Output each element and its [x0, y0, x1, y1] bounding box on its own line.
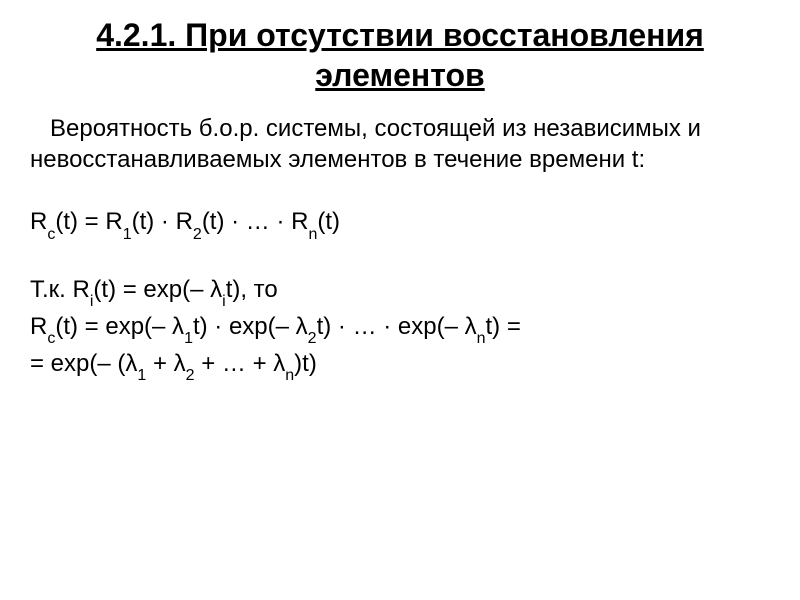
f2s1: i	[90, 293, 94, 310]
f3p4: t) · … · exp(– λ	[317, 313, 477, 340]
f1s4: n	[308, 226, 317, 243]
f2p1: Т.к. R	[30, 276, 90, 303]
f4s3: n	[285, 367, 294, 384]
f1p3: (t) · R	[132, 208, 193, 235]
f1s2: 1	[123, 226, 132, 243]
formula-4: = exp(– (λ1 + λ2 + … + λn)t)	[30, 347, 770, 384]
section-title: 4.2.1. При отсутствии восстановления эле…	[30, 15, 770, 95]
f4p4: )t)	[294, 350, 317, 377]
f4s2: 2	[186, 367, 195, 384]
f3p3: t) · exp(– λ	[193, 313, 308, 340]
f1p5: (t)	[317, 208, 340, 235]
f3s3: 2	[308, 330, 317, 347]
f4p1: = exp(– (λ	[30, 350, 137, 377]
f2s2: i	[222, 293, 226, 310]
f2p2: (t) = exp(– λ	[93, 276, 222, 303]
f3s1: c	[47, 330, 55, 347]
f1p2: (t) = R	[55, 208, 122, 235]
f3p5: t) =	[486, 313, 521, 340]
f3p1: R	[30, 313, 47, 340]
formula-3: Rc(t) = exp(– λ1t) · exp(– λ2t) · … · ex…	[30, 310, 770, 347]
f2p3: t), то	[226, 276, 278, 303]
f4p3: + … + λ	[195, 350, 286, 377]
f1p1: R	[30, 208, 47, 235]
f1p4: (t) · … · R	[202, 208, 309, 235]
formula-1: Rc(t) = R1(t) · R2(t) · … · Rn(t)	[30, 205, 770, 242]
f3s4: n	[477, 330, 486, 347]
intro-paragraph: Вероятность б.о.р. системы, состоящей из…	[30, 113, 770, 175]
f3s2: 1	[184, 330, 193, 347]
f4p2: + λ	[146, 350, 185, 377]
f4s1: 1	[137, 367, 146, 384]
f3p2: (t) = exp(– λ	[55, 313, 184, 340]
f1s3: 2	[193, 226, 202, 243]
f1s1: c	[47, 226, 55, 243]
formula-2: Т.к. Ri(t) = exp(– λit), то	[30, 273, 770, 310]
